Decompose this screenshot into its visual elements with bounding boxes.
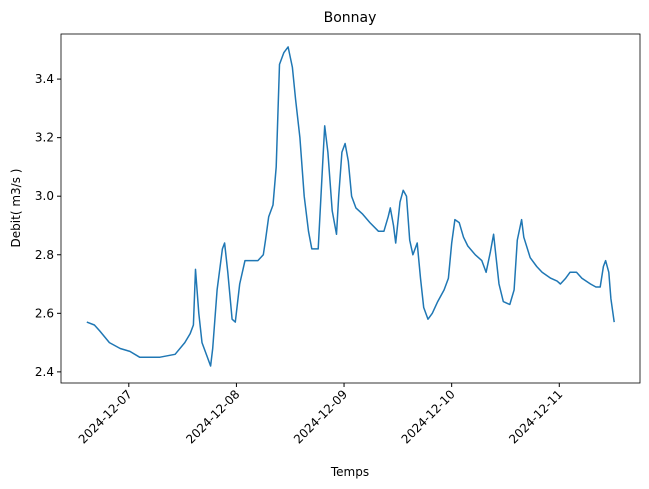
x-tick-label: 2024-12-11 [506, 387, 565, 446]
y-tick-label: 2.6 [35, 306, 54, 320]
x-tick-label: 2024-12-09 [291, 387, 350, 446]
y-tick-label: 3.2 [35, 131, 54, 145]
y-tick-label: 2.4 [35, 365, 54, 379]
x-tick-label: 2024-12-10 [399, 387, 458, 446]
y-tick-label: 3.4 [35, 72, 54, 86]
y-axis-label: Debit( m3/s ) [9, 169, 23, 248]
chart-title: Bonnay [324, 10, 377, 26]
data-line [86, 46, 615, 367]
x-axis-label: Temps [330, 465, 369, 479]
x-tick-label: 2024-12-07 [76, 387, 135, 446]
plot-frame [60, 33, 641, 384]
x-tick-label: 2024-12-08 [183, 387, 242, 446]
y-tick-label: 2.8 [35, 248, 54, 262]
y-tick-label: 3.0 [35, 189, 54, 203]
